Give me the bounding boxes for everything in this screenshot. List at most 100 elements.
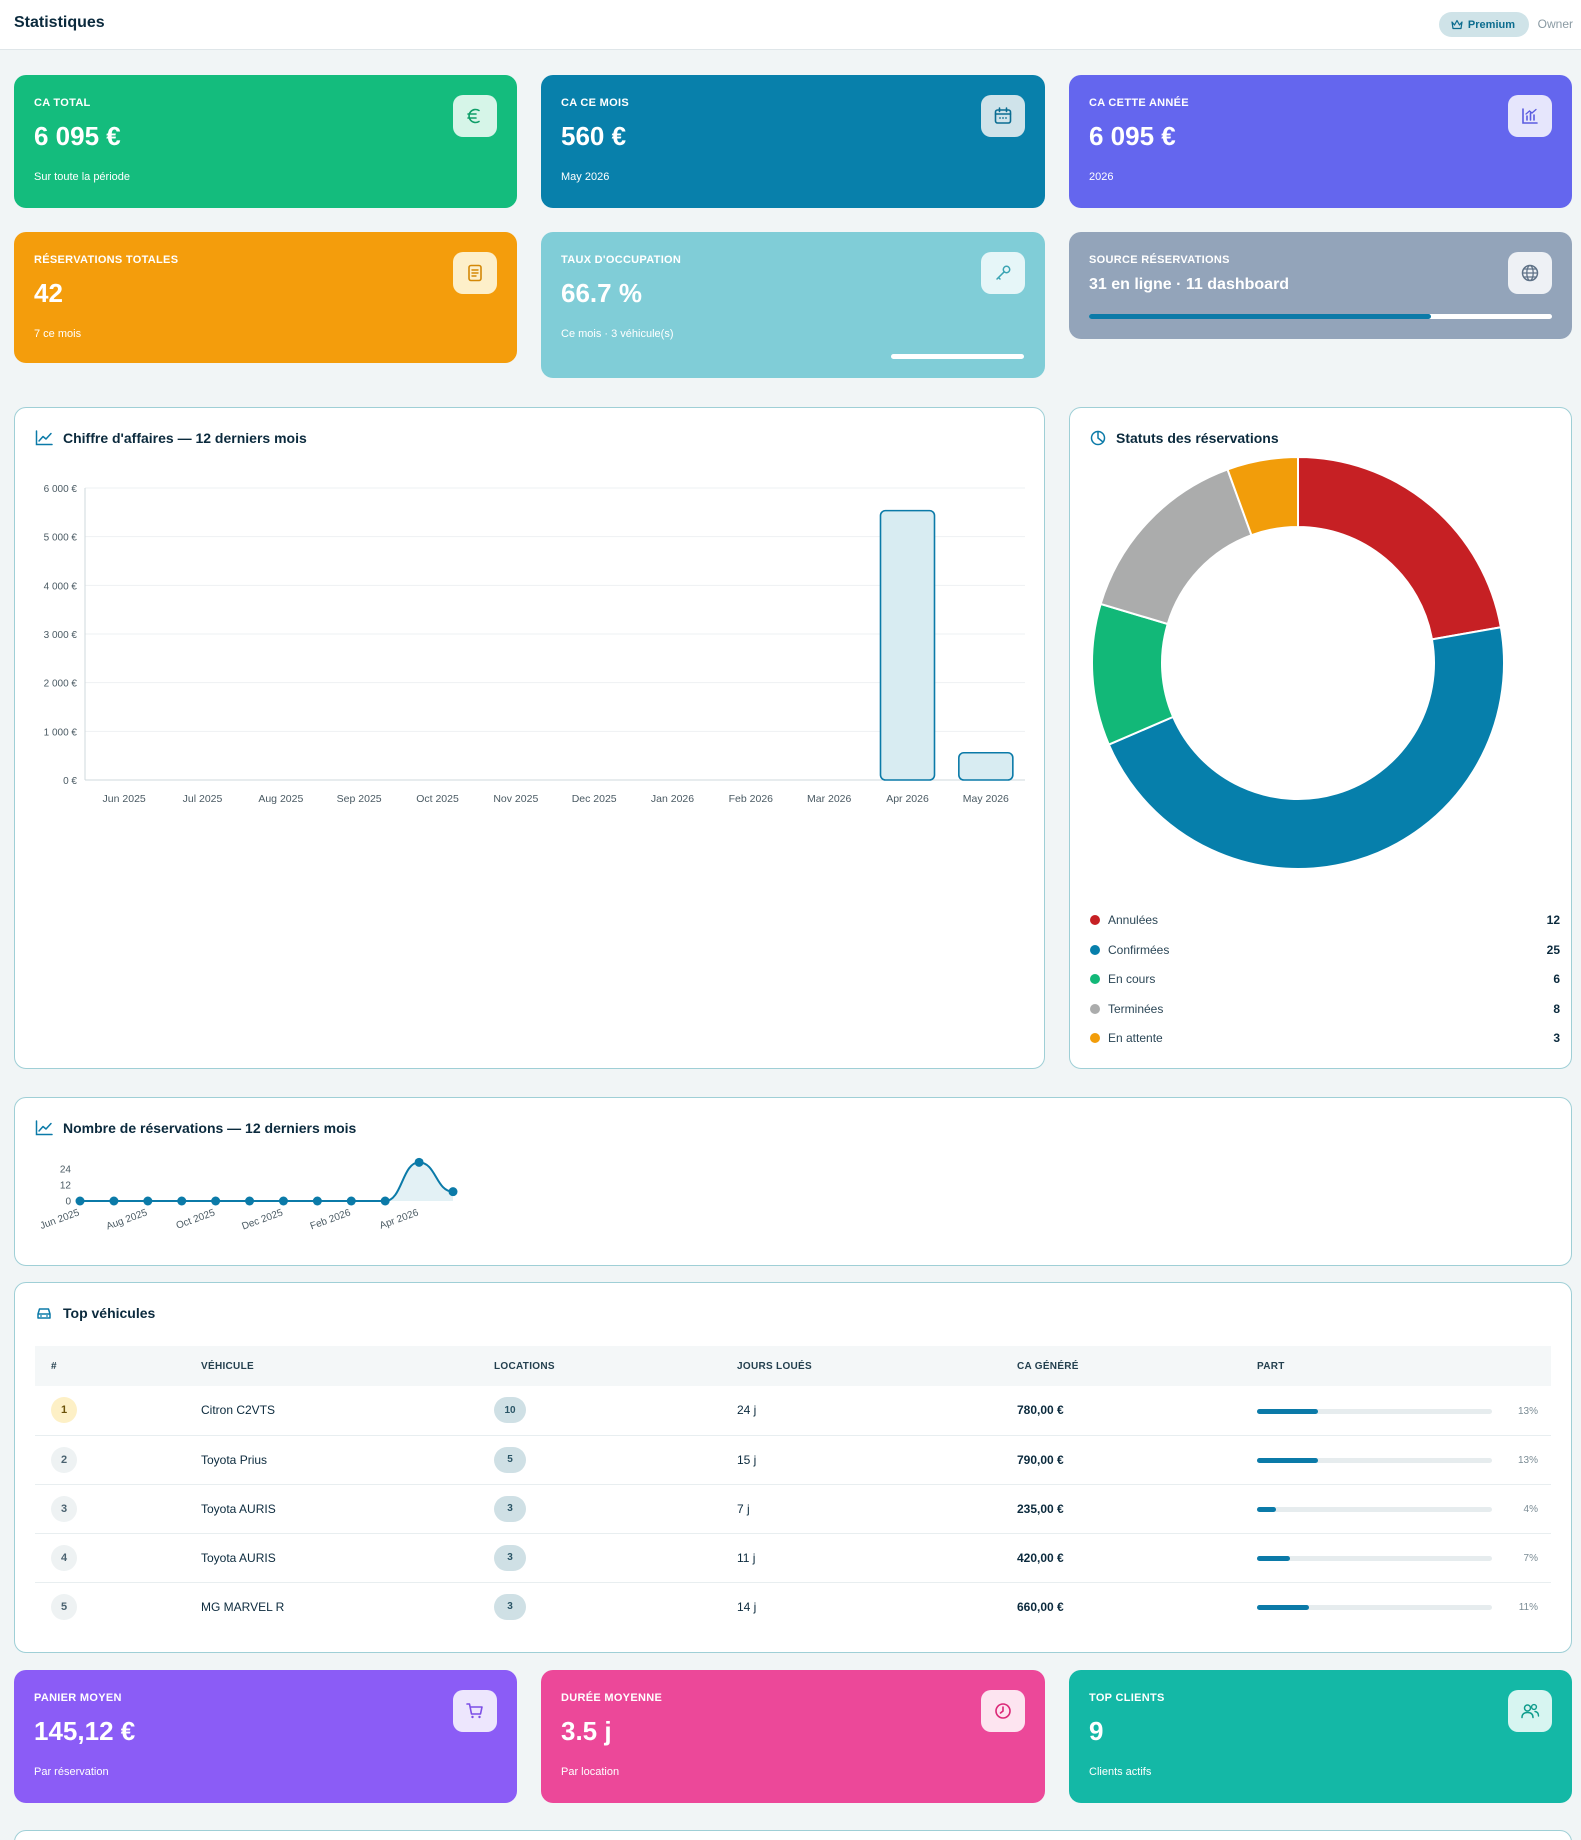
table-row[interactable]: 3 Toyota AURIS 3 7 j 235,00 € 4% (35, 1484, 1551, 1534)
legend-item[interactable]: Annulées 12 (1090, 910, 1560, 930)
y-tick-label: 5 000 € (44, 533, 78, 544)
line-point[interactable] (143, 1196, 153, 1206)
line-point[interactable] (380, 1196, 390, 1206)
col-locations[interactable]: LOCATIONS (478, 1346, 721, 1386)
share-percent: 11% (1518, 1602, 1538, 1614)
ca-cell: 660,00 € (1017, 1599, 1064, 1614)
line-point[interactable] (245, 1196, 255, 1206)
x-tick-label: Jun 2025 (103, 793, 146, 805)
legend-item[interactable]: Confirmées 25 (1090, 940, 1560, 960)
line-point[interactable] (75, 1196, 85, 1206)
vehicle-name[interactable]: Toyota Prius (185, 1435, 478, 1485)
kpi-label: CA CETTE ANNÉE (1089, 97, 1189, 109)
table-row[interactable]: 1 Citron C2VTS 10 24 j 780,00 € 13% (35, 1386, 1551, 1436)
revenue-chart-panel: Chiffre d'affaires — 12 derniers mois 0 … (14, 407, 1045, 1069)
premium-label: Premium (1467, 18, 1515, 31)
status-chart-title: Statuts des réservations (1090, 430, 1279, 446)
next-panel (14, 1830, 1572, 1840)
line-area (80, 1162, 453, 1201)
line-point[interactable] (312, 1196, 322, 1206)
kpi-ca-total: CA TOTAL 6 095 € Sur toute la période (14, 75, 517, 208)
legend-dot (1090, 974, 1100, 984)
share-cell: 11% (1241, 1582, 1551, 1631)
revenue-bar[interactable] (958, 751, 1014, 781)
kpi-ca-annee: CA CETTE ANNÉE 6 095 € 2026 (1069, 75, 1572, 208)
kpi-label: SOURCE RÉSERVATIONS (1089, 254, 1230, 266)
status-donut-chart (1091, 458, 1505, 870)
car-icon (37, 1308, 51, 1319)
ca-cell: 790,00 € (1001, 1435, 1241, 1485)
line-point[interactable] (109, 1196, 119, 1206)
kpi-sub: Clients actifs (1089, 1766, 1152, 1778)
kpi-value: 6 095 € (34, 121, 121, 151)
legend-label: Annulées (1108, 913, 1159, 927)
legend-item[interactable]: En cours 6 (1090, 969, 1560, 989)
legend-count: 12 (1546, 913, 1560, 927)
line-point[interactable] (211, 1196, 221, 1206)
days-cell: 14 j (737, 1599, 757, 1614)
vehicle-name[interactable]: Citron C2VTS (185, 1386, 478, 1436)
share-percent: 7% (1523, 1552, 1538, 1564)
days-cell: 7 j (721, 1484, 1001, 1534)
share-bar (1257, 1408, 1492, 1414)
table-row[interactable]: 2 Toyota Prius 5 15 j 790,00 € 13% (35, 1435, 1551, 1485)
locations-badge: 5 (494, 1446, 526, 1473)
table-header-row: # VÉHICULE LOCATIONS JOURS LOUÉS CA GÉNÉ… (35, 1346, 1551, 1386)
revenue-bar-chart: 0 € 1 000 € 2 000 € 3 000 € 4 000 € 5 000 € 6 … (44, 484, 1025, 805)
top-vehicles-panel: Top véhicules # VÉHICULE LOCATIONS JOURS… (14, 1282, 1572, 1653)
line-point[interactable] (177, 1196, 187, 1206)
locations-badge: 10 (494, 1397, 526, 1424)
kpi-sub: Par réservation (34, 1766, 109, 1778)
x-tick-label: Oct 2025 (416, 793, 459, 805)
kpi-source: SOURCE RÉSERVATIONS 31 en ligne · 11 das… (1069, 232, 1572, 339)
top-vehicles-table: # VÉHICULE LOCATIONS JOURS LOUÉS CA GÉNÉ… (35, 1346, 1551, 1631)
kpi-value: 3.5 j (561, 1716, 612, 1746)
x-tick-label: Mar 2026 (807, 793, 852, 805)
user-role[interactable]: Owner (1537, 17, 1573, 31)
calendar-icon (981, 95, 1025, 137)
count-chart-panel: Nombre de réservations — 12 derniers moi… (14, 1097, 1572, 1266)
count-chart-title-text: Nombre de réservations — 12 derniers moi… (63, 1120, 357, 1136)
kpi-label: PANIER MOYEN (34, 1692, 122, 1704)
rank-cell: 3 (35, 1484, 185, 1534)
vehicle-name[interactable]: Toyota AURIS (185, 1484, 478, 1534)
line-point[interactable] (346, 1196, 356, 1206)
occupation-progress-fill (890, 354, 1024, 359)
ca-cell: 420,00 € (1001, 1533, 1241, 1583)
vehicle-name[interactable]: Toyota AURIS (185, 1533, 478, 1583)
line-point[interactable] (278, 1196, 288, 1206)
donut-slice-confirm-es[interactable] (1107, 626, 1505, 870)
donut-slice-en-attente[interactable] (1226, 458, 1299, 537)
col-days[interactable]: JOURS LOUÉS (721, 1346, 1001, 1386)
y-tick-label: 3 000 € (44, 630, 78, 641)
rank-badge: 1 (51, 1397, 77, 1424)
vehicle-name[interactable]: MG MARVEL R (201, 1599, 285, 1614)
clock-icon (981, 1690, 1025, 1732)
x-tick-label: Dec 2025 (240, 1207, 284, 1232)
rank-badge: 4 (51, 1544, 77, 1571)
donut-slice-termin-es[interactable] (1099, 468, 1253, 626)
chart-icon (1508, 95, 1552, 137)
ca-cell: 780,00 € (1001, 1386, 1241, 1436)
legend-count: 3 (1553, 1031, 1560, 1045)
revenue-bar[interactable] (879, 509, 936, 781)
col-rank[interactable]: # (35, 1346, 185, 1386)
donut-slice-annul-es[interactable] (1297, 458, 1503, 641)
legend-item[interactable]: Terminées 8 (1090, 999, 1560, 1019)
locations-cell: 3 (478, 1484, 721, 1534)
share-percent: 13% (1517, 1454, 1538, 1466)
col-vehicle[interactable]: VÉHICULE (185, 1346, 478, 1386)
table-row[interactable]: 4 Toyota AURIS 3 11 j 420,00 € 7% (35, 1533, 1551, 1583)
col-ca[interactable]: CA GÉNÉRÉ (1001, 1346, 1241, 1386)
share-cell: 7% (1241, 1533, 1551, 1583)
top-vehicles-title: Top véhicules (35, 1305, 155, 1321)
table-row[interactable]: 5 MG MARVEL R 3 14 j 660,00 € 11% (35, 1582, 1551, 1631)
premium-badge[interactable]: Premium (1438, 12, 1529, 37)
line-point[interactable] (414, 1157, 424, 1167)
legend-dot (1090, 1033, 1100, 1043)
legend-dot (1090, 944, 1100, 955)
line-point[interactable] (448, 1187, 458, 1197)
revenue-chart-title: Chiffre d'affaires — 12 derniers mois (35, 430, 307, 446)
legend-item[interactable]: En attente 3 (1090, 1028, 1560, 1048)
col-share[interactable]: PART (1241, 1346, 1551, 1386)
